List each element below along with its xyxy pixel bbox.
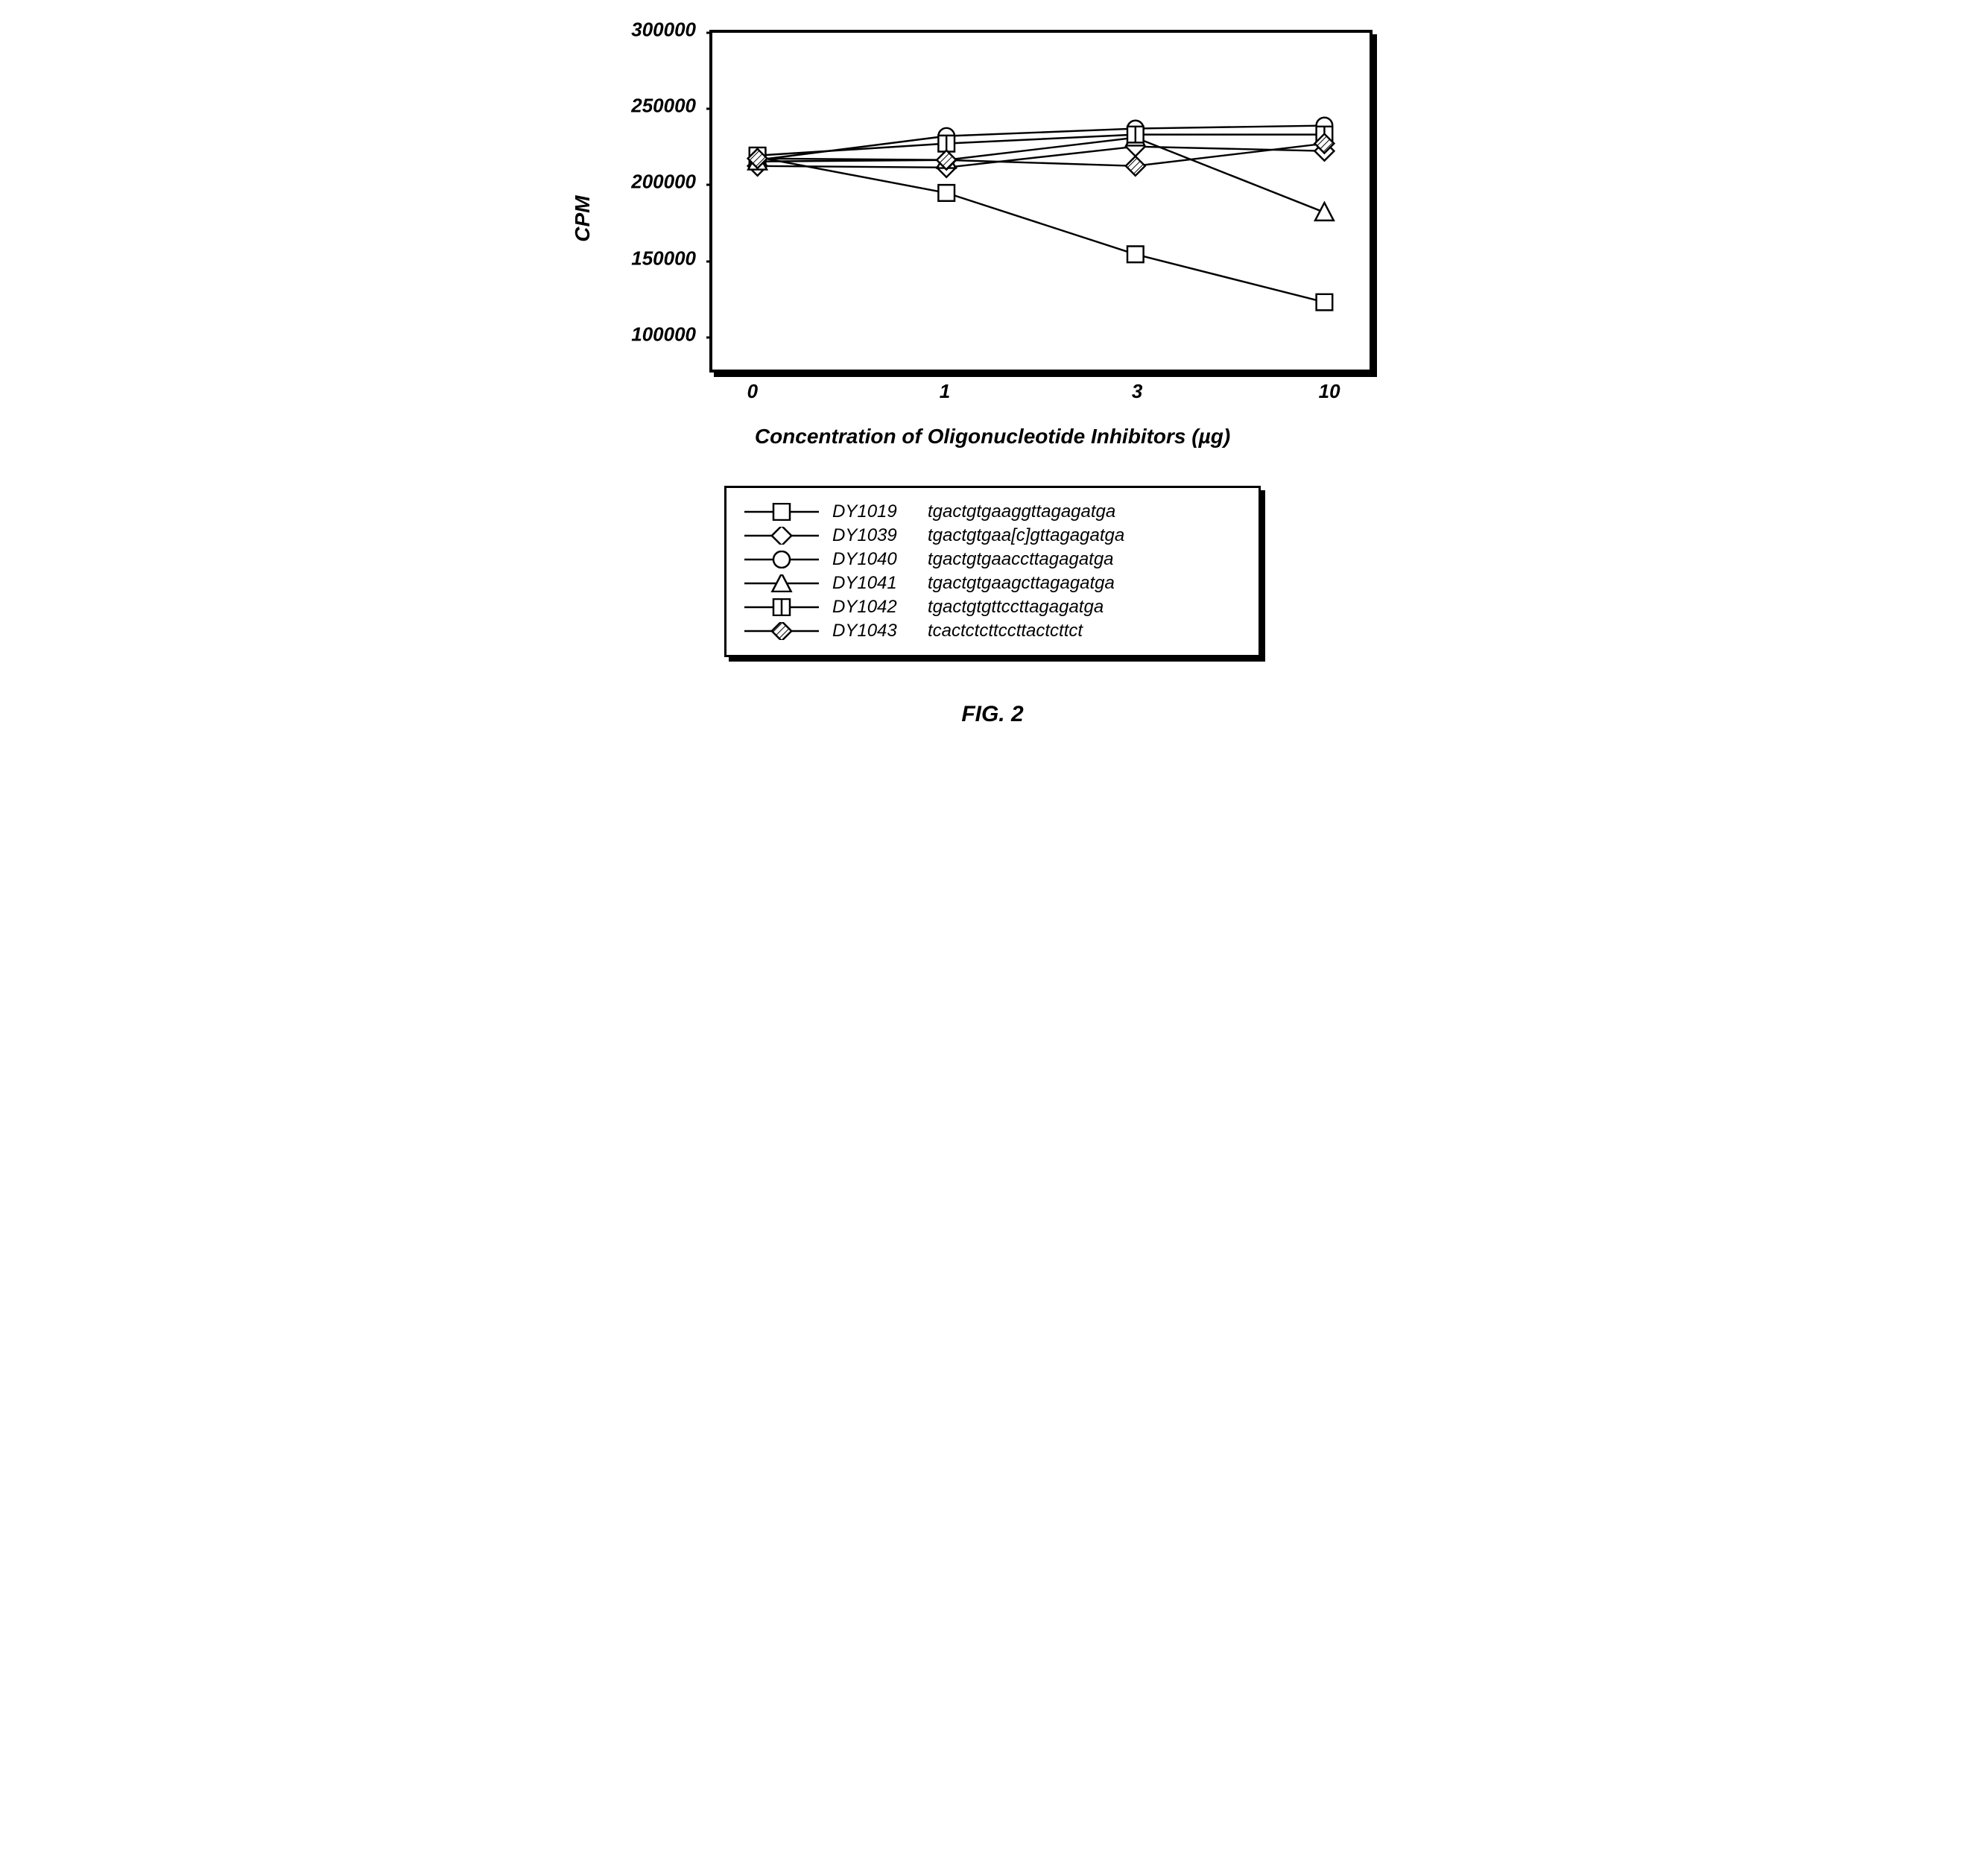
legend-series-id: DY1042 bbox=[832, 597, 914, 618]
y-tick-label: 250000 bbox=[631, 95, 696, 118]
series-marker bbox=[1127, 247, 1144, 263]
x-tick-mark bbox=[754, 370, 756, 375]
y-tick-label: 150000 bbox=[631, 247, 696, 270]
legend-series-id: DY1040 bbox=[832, 549, 914, 570]
y-tick-mark bbox=[706, 260, 712, 262]
figure-container: CPM 100000150000200000250000300000 01310… bbox=[605, 30, 1380, 727]
x-tick-mark bbox=[1332, 370, 1334, 375]
legend-series-sequence: tgactgtgaa[c]gttagagatga bbox=[928, 525, 1124, 546]
legend-series-id: DY1039 bbox=[832, 525, 914, 546]
legend-series-sequence: tgactgtgaaccttagagatga bbox=[928, 549, 1114, 570]
series-marker bbox=[1317, 294, 1333, 311]
x-ticks: 0 1 3 10 bbox=[709, 380, 1373, 402]
plot-box bbox=[709, 30, 1373, 373]
x-tick-label: 1 bbox=[940, 380, 950, 403]
legend-marker-icon bbox=[744, 574, 819, 592]
y-ticks: 100000150000200000250000300000 bbox=[605, 30, 702, 417]
legend-series-sequence: tgactgtgaagcttagagatga bbox=[928, 573, 1115, 594]
series-line bbox=[758, 144, 1325, 166]
legend-marker-icon bbox=[744, 503, 819, 521]
legend-row: DY1040 tgactgtgaaccttagagatga bbox=[744, 549, 1241, 570]
legend-series-id: DY1019 bbox=[832, 501, 914, 522]
chart-area: CPM 100000150000200000250000300000 01310 bbox=[605, 30, 1380, 417]
legend-marker-icon bbox=[744, 598, 819, 616]
y-tick-mark bbox=[706, 32, 712, 34]
legend-row: DY1041 tgactgtgaagcttagagatga bbox=[744, 573, 1241, 594]
series-marker bbox=[1126, 156, 1145, 176]
legend-series-sequence: tgactgtgaaggttagagatga bbox=[928, 501, 1115, 522]
x-tick-mark bbox=[1139, 370, 1142, 375]
legend-row: DY1019 tgactgtgaaggttagagatga bbox=[744, 501, 1241, 522]
x-axis-label: Concentration of Oligonucleotide Inhibit… bbox=[605, 425, 1380, 449]
series-line bbox=[758, 135, 1325, 156]
x-tick-label: 3 bbox=[1132, 380, 1142, 403]
y-tick-label: 100000 bbox=[631, 323, 696, 346]
x-tick-mark bbox=[946, 370, 949, 375]
y-tick-mark bbox=[706, 336, 712, 338]
series-marker bbox=[1315, 203, 1334, 221]
legend-marker-icon bbox=[744, 622, 819, 640]
y-tick-mark bbox=[706, 108, 712, 110]
x-tick-label: 10 bbox=[1319, 380, 1340, 403]
y-tick-label: 300000 bbox=[631, 19, 696, 42]
y-tick-label: 200000 bbox=[631, 171, 696, 194]
legend-box: DY1019 tgactgtgaaggttagagatga DY1039 tgactg… bbox=[724, 486, 1261, 657]
x-tick-label: 0 bbox=[747, 380, 758, 403]
series-line bbox=[758, 126, 1325, 160]
legend-row: DY1039 tgactgtgaa[c]gttagagatga bbox=[744, 525, 1241, 546]
y-tick-mark bbox=[706, 184, 712, 186]
legend-row: DY1043 tcactctcttccttactcttct bbox=[744, 621, 1241, 641]
plot-svg bbox=[712, 33, 1370, 370]
legend-marker-icon bbox=[744, 551, 819, 568]
legend-series-id: DY1041 bbox=[832, 573, 914, 594]
series-marker bbox=[1127, 127, 1144, 143]
legend-series-sequence: tgactgtgttccttagagatga bbox=[928, 597, 1104, 618]
legend-series-id: DY1043 bbox=[832, 621, 914, 641]
legend-series-sequence: tcactctcttccttactcttct bbox=[928, 621, 1083, 641]
figure-caption: FIG. 2 bbox=[605, 702, 1380, 727]
legend-marker-icon bbox=[744, 527, 819, 545]
y-axis-label: CPM bbox=[571, 195, 595, 241]
legend: DY1019 tgactgtgaaggttagagatga DY1039 tgactg… bbox=[724, 486, 1261, 657]
legend-row: DY1042 tgactgtgttccttagagatga bbox=[744, 597, 1241, 618]
series-marker bbox=[938, 185, 954, 201]
